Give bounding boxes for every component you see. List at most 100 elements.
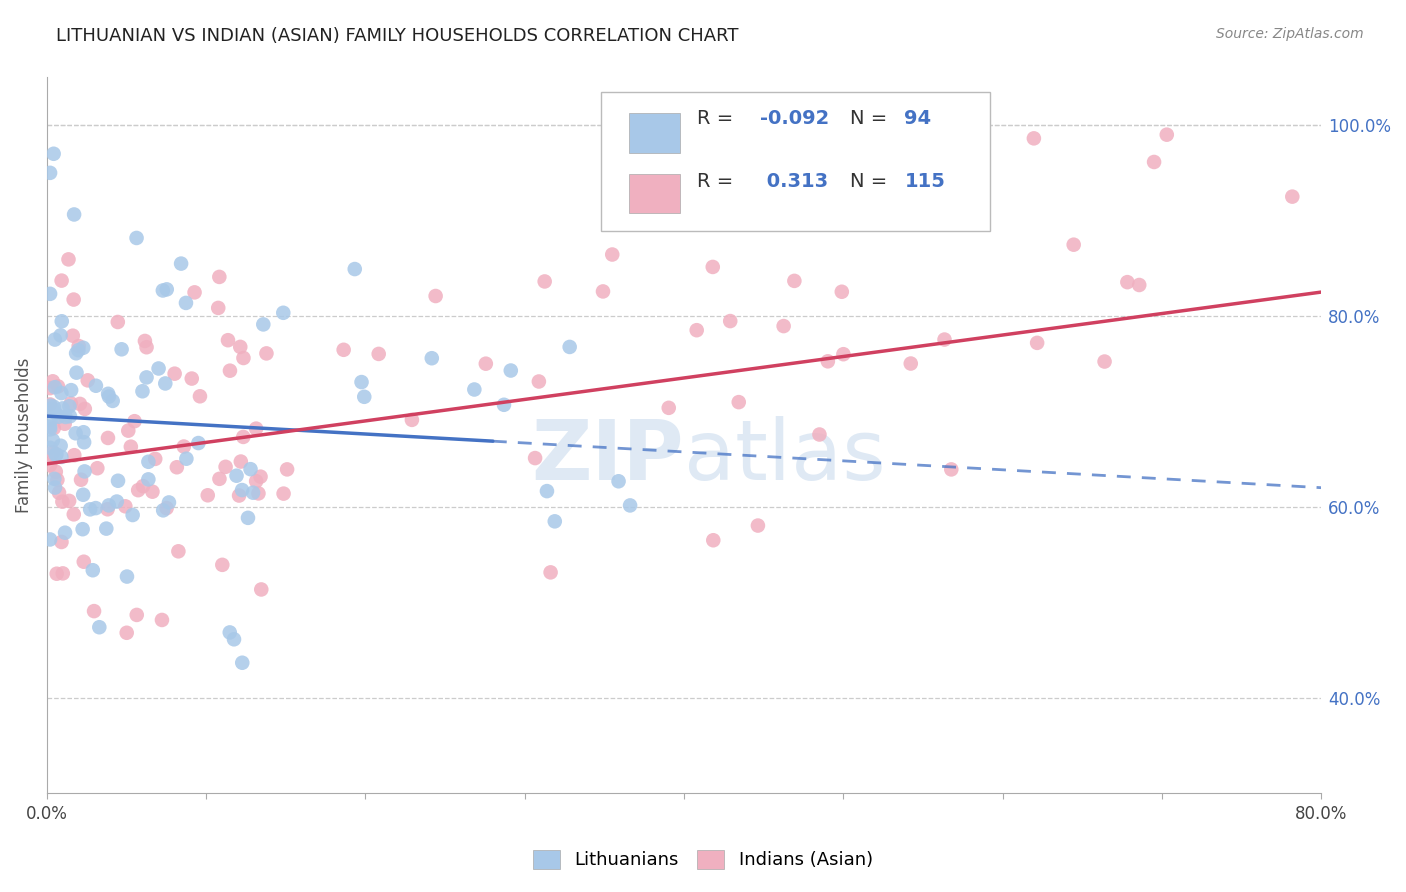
Point <box>208 472 231 486</box>
Point <box>60 383 83 397</box>
Point <box>73 555 96 569</box>
Point <box>97 390 120 404</box>
Point <box>524 451 547 466</box>
Point <box>65 426 87 441</box>
Point <box>101 393 124 408</box>
Point <box>188 389 211 403</box>
Point <box>686 323 709 337</box>
Point <box>173 440 195 454</box>
Point <box>619 499 641 513</box>
Point <box>45 566 67 581</box>
Point <box>117 424 139 438</box>
Point <box>58 494 80 508</box>
Point <box>82 563 104 577</box>
Point <box>1094 354 1116 368</box>
Point <box>39 441 62 455</box>
Point <box>115 625 138 640</box>
Point <box>65 366 87 380</box>
Point <box>53 417 76 431</box>
Point <box>228 489 250 503</box>
Point <box>156 501 179 516</box>
Point <box>475 357 498 371</box>
Point <box>527 375 550 389</box>
Point <box>148 361 170 376</box>
Text: 0.313: 0.313 <box>761 171 828 191</box>
Point <box>83 604 105 618</box>
Point <box>138 472 160 486</box>
Point <box>42 374 65 388</box>
Point <box>1026 335 1049 350</box>
Point <box>39 399 62 413</box>
Point <box>702 260 724 274</box>
Point <box>273 486 295 500</box>
Point <box>167 544 190 558</box>
Point <box>1156 128 1178 142</box>
Text: LITHUANIAN VS INDIAN (ASIAN) FAMILY HOUSEHOLDS CORRELATION CHART: LITHUANIAN VS INDIAN (ASIAN) FAMILY HOUS… <box>56 27 738 45</box>
Point <box>59 396 82 410</box>
Point <box>492 398 515 412</box>
Point <box>1022 131 1045 145</box>
Point <box>250 582 273 597</box>
Point <box>276 462 298 476</box>
Point <box>218 625 240 640</box>
Point <box>51 450 73 464</box>
Point <box>127 483 149 498</box>
Point <box>256 346 278 360</box>
Point <box>232 351 254 365</box>
Point <box>58 399 80 413</box>
Point <box>45 448 67 462</box>
Point <box>45 465 67 479</box>
Point <box>166 460 188 475</box>
Point <box>76 373 98 387</box>
Point <box>150 613 173 627</box>
Point <box>39 422 62 436</box>
FancyBboxPatch shape <box>602 92 990 231</box>
Point <box>558 340 581 354</box>
Point <box>73 435 96 450</box>
Text: Source: ZipAtlas.com: Source: ZipAtlas.com <box>1216 27 1364 41</box>
Point <box>125 607 148 622</box>
Point <box>222 632 245 647</box>
Point <box>44 481 66 495</box>
Point <box>229 454 252 468</box>
Text: 94: 94 <box>904 110 932 128</box>
Point <box>747 518 769 533</box>
Text: R =: R = <box>697 171 733 191</box>
Point <box>51 535 73 549</box>
Point <box>134 334 156 348</box>
Point <box>772 319 794 334</box>
Point <box>425 289 447 303</box>
Point <box>97 386 120 401</box>
Point <box>89 620 111 634</box>
Point <box>42 445 65 459</box>
Point <box>131 384 153 399</box>
Point <box>51 274 73 288</box>
Point <box>44 380 66 394</box>
Text: N =: N = <box>849 171 887 191</box>
Point <box>401 413 423 427</box>
Point <box>499 363 522 377</box>
Point <box>42 400 65 414</box>
Point <box>39 533 62 547</box>
Point <box>53 525 76 540</box>
Point <box>831 285 853 299</box>
Point <box>231 483 253 497</box>
Point <box>96 522 118 536</box>
Point <box>42 146 65 161</box>
Point <box>120 440 142 454</box>
Text: atlas: atlas <box>683 417 886 497</box>
Point <box>941 462 963 476</box>
Text: 115: 115 <box>904 171 945 191</box>
Point <box>1128 278 1150 293</box>
Point <box>107 474 129 488</box>
Point <box>332 343 354 357</box>
Point <box>45 448 67 462</box>
Point <box>45 406 67 420</box>
Point <box>51 314 73 328</box>
Point <box>1116 275 1139 289</box>
Point <box>125 231 148 245</box>
Point <box>97 502 120 516</box>
Point <box>143 451 166 466</box>
Point <box>79 502 101 516</box>
Point <box>42 421 65 435</box>
